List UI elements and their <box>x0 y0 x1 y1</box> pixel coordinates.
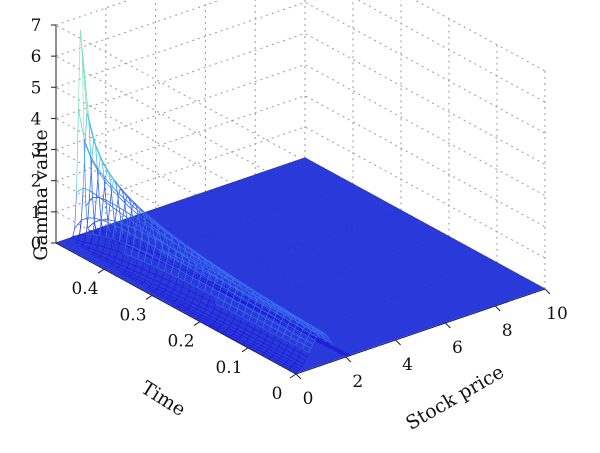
x-tick-label: 4 <box>402 355 413 375</box>
y-tick-label: 0.4 <box>71 279 98 299</box>
y-tick-mark <box>145 294 153 300</box>
y-tick-mark <box>193 321 201 327</box>
z-tick-label: 6 <box>31 47 42 67</box>
grid-line-z-left <box>55 55 297 188</box>
z-tick-label: 7 <box>31 16 42 36</box>
z-tick-label: 0 <box>31 234 42 254</box>
grid-line-z-left <box>55 24 297 157</box>
y-tick-label: 0.2 <box>167 332 194 352</box>
x-tick-mark <box>494 305 501 312</box>
grid-line-z <box>55 32 546 165</box>
x-tick-label: 6 <box>452 338 463 358</box>
y-tick-mark <box>241 347 249 353</box>
x-tick-mark <box>544 288 551 295</box>
x-tick-label: 8 <box>502 321 513 341</box>
grid-line-z <box>55 126 546 259</box>
axes-layer <box>55 25 546 375</box>
y-tick-mark <box>97 268 105 274</box>
x-tick-label: 2 <box>352 372 363 392</box>
gamma-surface <box>56 29 545 374</box>
z-tick-label: 2 <box>31 172 42 192</box>
x-axis-line <box>295 288 546 375</box>
z-axis-label: Gamma value <box>30 129 52 261</box>
y-tick-label: 0.3 <box>119 305 146 325</box>
grid-line-z <box>55 0 546 103</box>
y-tick-label: 0.1 <box>215 358 242 378</box>
z-tick-label: 5 <box>31 78 42 98</box>
x-tick-mark <box>445 322 451 329</box>
x-tick-label: 10 <box>546 304 568 324</box>
z-tick-label: 1 <box>31 203 42 223</box>
z-tick-label: 3 <box>31 141 42 161</box>
x-axis-label: Stock price <box>402 361 508 435</box>
x-tick-mark <box>295 373 302 380</box>
y-tick-mark <box>289 373 297 379</box>
x-tick-mark <box>345 356 352 363</box>
tick-labels: 0 2 4 6 8 10 0 0.1 0.2 0.3 0.4 0 1 2 3 4 5 6 7 <box>31 16 568 409</box>
x-tick-label: 0 <box>303 389 314 409</box>
y-axis-label: Time <box>137 377 189 421</box>
grid-line-z <box>55 95 546 228</box>
grid-line-z <box>55 1 546 134</box>
surface-cell <box>340 351 352 356</box>
grid-line-z <box>55 64 546 197</box>
x-tick-mark <box>395 339 401 346</box>
y-tick-label: 0 <box>272 384 283 404</box>
surface-floor <box>56 157 545 374</box>
grid-line-z <box>55 0 546 72</box>
y-axis-line <box>55 242 297 375</box>
z-tick-label: 4 <box>31 109 42 129</box>
